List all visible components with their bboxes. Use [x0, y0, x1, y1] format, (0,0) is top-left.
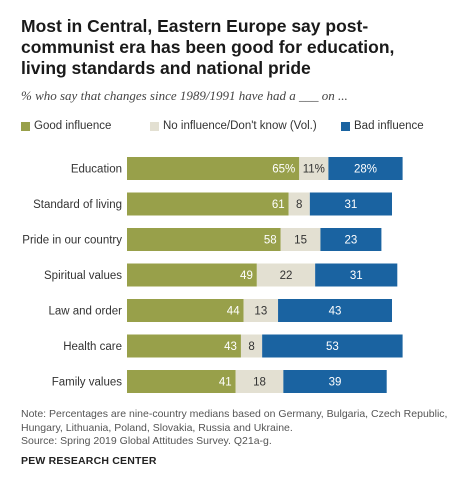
source-text: Source: Spring 2019 Global Attitudes Sur… — [21, 435, 272, 447]
data-label: 41 — [219, 377, 232, 389]
legend-bad-label: Bad influence — [354, 120, 424, 132]
bar-segment-good — [127, 157, 300, 180]
bar-segment-good — [127, 299, 244, 322]
category-label: Family values — [52, 377, 123, 389]
data-label: 31 — [350, 270, 363, 282]
data-label: 18 — [253, 377, 266, 389]
category-label: Standard of living — [33, 199, 122, 211]
legend-good: Good influence — [21, 120, 111, 132]
legend-good-swatch — [21, 121, 30, 131]
data-label: 44 — [227, 306, 240, 318]
bar-segment-bad — [283, 370, 387, 393]
legend-bad-swatch — [341, 121, 350, 131]
bar-segment-none — [299, 157, 329, 180]
chart-subtitle: % who say that changes since 1989/1991 h… — [21, 88, 348, 103]
category-label: Education — [71, 164, 122, 176]
bar-segment-none — [256, 263, 316, 287]
data-label: 58 — [264, 235, 277, 247]
bar-segment-good — [127, 192, 289, 216]
data-label: 13 — [254, 306, 267, 318]
legend-none-label: No influence/Don't know (Vol.) — [163, 120, 317, 132]
bar-segment-none — [243, 299, 279, 322]
data-label: 61 — [272, 199, 285, 211]
bar-segment-none — [240, 334, 263, 358]
stacked-bar-chart: Education 65% 11% 28% Standard of living 61 8 3… — [22, 157, 403, 393]
bar-segment-bad — [328, 157, 403, 180]
bar-segment-bad — [315, 263, 398, 287]
bar-segment-none — [280, 228, 321, 251]
bar-segment-none — [288, 192, 310, 216]
bar-segment-bad — [278, 299, 392, 322]
data-label: 28% — [354, 164, 377, 176]
data-label: 15 — [294, 235, 307, 247]
data-label: 43 — [224, 341, 237, 353]
bar-segment-good — [127, 228, 281, 251]
note-text: Note: Percentages are nine-country media… — [21, 408, 448, 434]
category-label: Spiritual values — [44, 270, 122, 282]
chart-title: Most in Central, Eastern Europe say post… — [21, 16, 395, 78]
data-label: 53 — [326, 341, 339, 353]
data-label: 22 — [280, 270, 293, 282]
data-label: 39 — [329, 377, 342, 389]
category-label: Law and order — [48, 306, 122, 318]
data-label: 43 — [329, 306, 342, 318]
legend-none: No influence/Don't know (Vol.) — [150, 120, 317, 132]
legend-bad: Bad influence — [341, 120, 424, 132]
bar-segment-none — [235, 370, 284, 393]
bar-segment-good — [127, 370, 236, 393]
category-label: Health care — [63, 341, 122, 353]
data-label: 23 — [345, 235, 358, 247]
data-label: 8 — [248, 341, 254, 353]
brand-logo-text: PEW RESEARCH CENTER — [21, 455, 157, 467]
data-label: 11% — [303, 164, 325, 176]
legend-good-label: Good influence — [34, 120, 112, 132]
data-label: 8 — [296, 199, 302, 211]
bar-segment-bad — [320, 228, 382, 251]
category-label: Pride in our country — [22, 235, 122, 247]
legend-none-swatch — [150, 121, 159, 131]
data-label: 31 — [345, 199, 358, 211]
chart-note: Note: Percentages are nine-country media… — [21, 408, 451, 449]
data-label: 65% — [272, 164, 295, 176]
bar-segment-good — [127, 263, 257, 287]
bar-segment-bad — [262, 334, 403, 358]
bar-segment-bad — [309, 192, 392, 216]
bar-segment-good — [127, 334, 241, 358]
data-label: 49 — [240, 270, 253, 282]
